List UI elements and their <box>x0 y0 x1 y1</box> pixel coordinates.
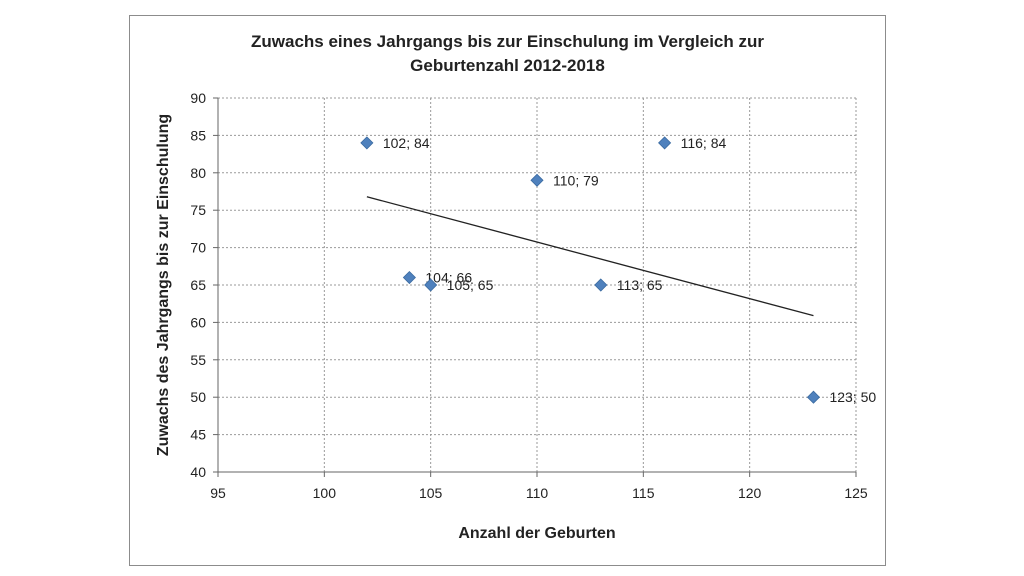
x-tick-label: 105 <box>419 485 443 501</box>
chart-title-line-2: Geburtenzahl 2012-2018 <box>410 56 605 75</box>
y-axis-title: Zuwachs des Jahrgangs bis zur Einschulun… <box>155 114 172 456</box>
y-tick-label: 80 <box>190 165 206 181</box>
x-tick-label: 125 <box>844 485 868 501</box>
y-tick-label: 60 <box>190 314 206 330</box>
data-label: 123; 50 <box>829 389 876 405</box>
x-tick-label: 115 <box>632 485 655 501</box>
x-tick-label: 95 <box>210 485 226 501</box>
data-label: 102; 84 <box>383 135 430 151</box>
axes: 40 45 50 55 60 65 70 75 80 85 90 95 100 105 110 115 120 1… <box>190 90 867 501</box>
data-point <box>658 136 672 150</box>
x-tick-label: 120 <box>738 485 762 501</box>
data-point <box>806 390 821 404</box>
y-tick-label: 50 <box>190 389 206 405</box>
x-tick-label: 110 <box>526 485 549 501</box>
data-label: 110; 79 <box>553 172 599 188</box>
trendline <box>366 196 814 317</box>
y-tick-label: 75 <box>190 202 206 218</box>
x-tick-label: 100 <box>313 485 337 501</box>
y-tick-label: 40 <box>190 464 206 480</box>
data-label: 105; 65 <box>447 277 494 293</box>
data-label: 104; 66 <box>425 270 472 286</box>
data-point <box>594 278 608 292</box>
data-label: 116; 84 <box>681 135 727 151</box>
y-tick-label: 90 <box>190 90 206 106</box>
y-tick-label: 70 <box>190 240 206 256</box>
y-tick-label: 65 <box>190 277 206 293</box>
y-tick-label: 45 <box>190 427 206 443</box>
trendline-group <box>366 196 814 317</box>
data-point <box>360 136 374 150</box>
data-label: 113; 65 <box>617 277 663 293</box>
data-point <box>530 173 544 187</box>
x-axis-title: Anzahl der Geburten <box>458 525 615 542</box>
data-point <box>424 278 438 292</box>
data-point <box>402 270 416 285</box>
chart-frame <box>129 15 886 566</box>
grid <box>217 97 857 473</box>
y-tick-label: 85 <box>190 127 206 143</box>
chart-title-line-1: Zuwachs eines Jahrgangs bis zur Einschul… <box>251 32 764 51</box>
y-tick-label: 55 <box>190 352 206 368</box>
